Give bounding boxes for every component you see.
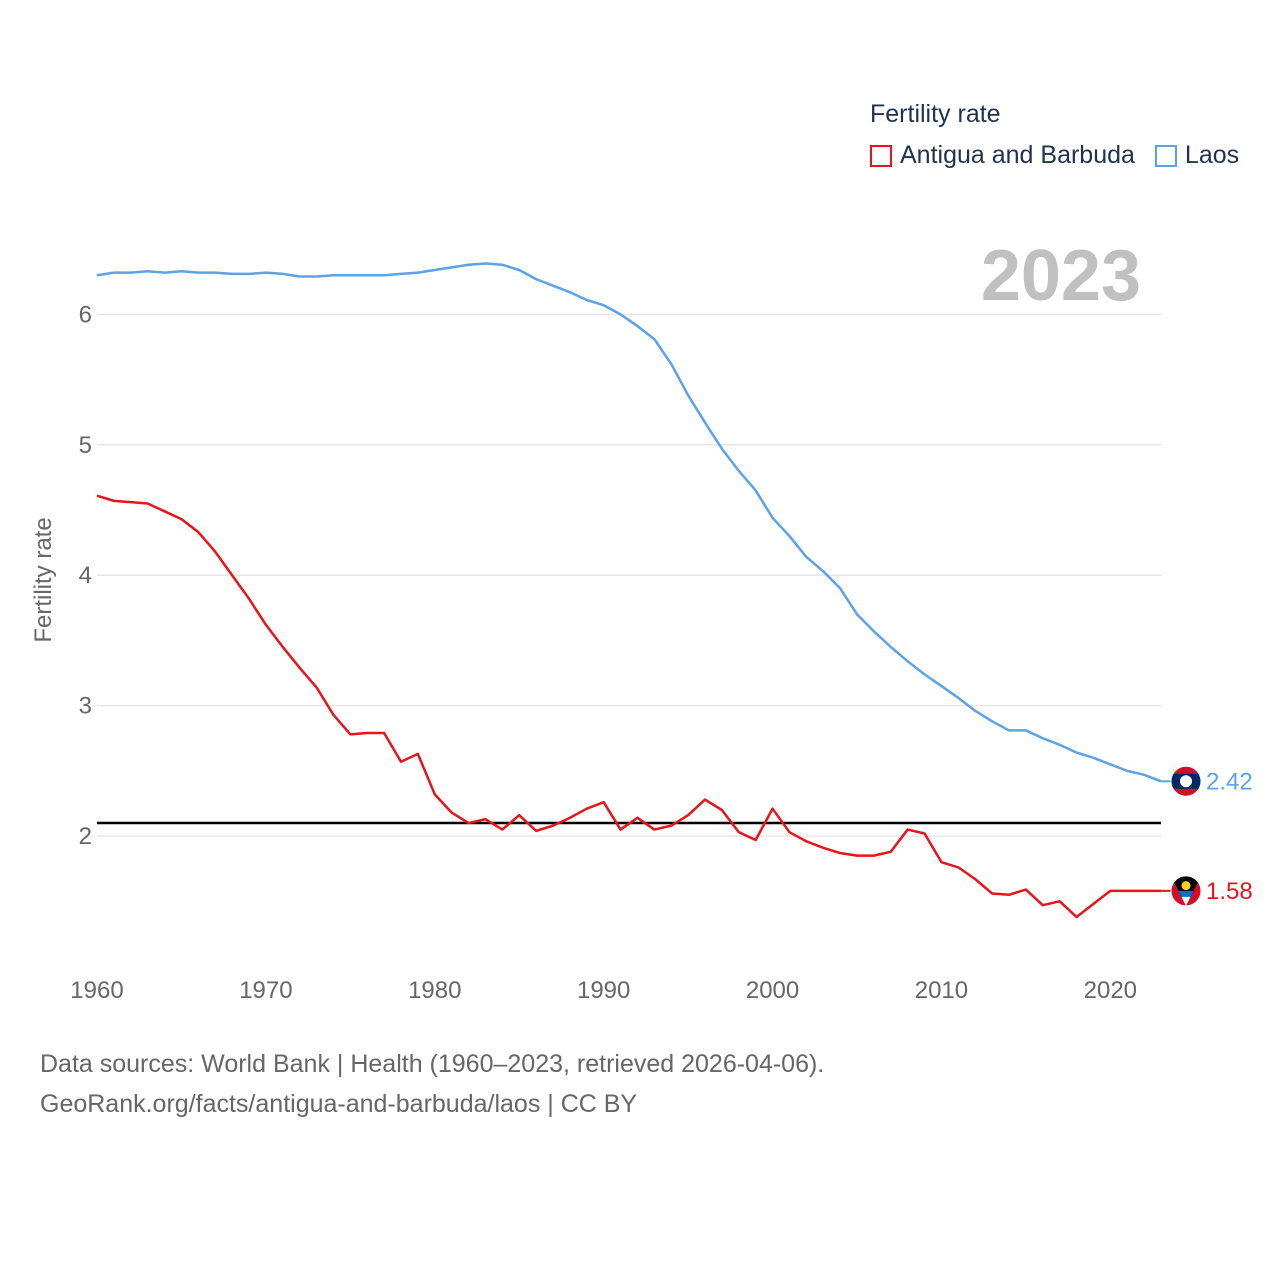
legend-item-laos[interactable]: Laos (1154, 141, 1240, 170)
end-markers: 1.58 2.42 (1161, 765, 1253, 907)
gridlines (97, 313, 1161, 837)
legend: Fertility rate Antigua and Barbuda Laos (870, 100, 1259, 170)
x-tick-label: 1960 (70, 977, 123, 1004)
legend-swatch-antigua-and-barbuda (870, 144, 892, 167)
series-line-antigua-and-barbuda (96, 494, 1161, 919)
footer: Data sources: World Bank | Health (1960–… (40, 1044, 824, 1124)
x-tick-label: 1980 (408, 977, 461, 1004)
x-tick-label: 2000 (746, 977, 799, 1004)
legend-item-antigua-and-barbuda[interactable]: Antigua and Barbuda (870, 141, 1135, 170)
x-tick-label: 2020 (1084, 977, 1137, 1004)
legend-label-laos: Laos (1184, 141, 1240, 169)
y-tick-label: 2 (79, 823, 92, 850)
y-tick-label: 5 (79, 432, 92, 459)
end-value-label: 1.58 (1206, 878, 1253, 905)
x-tick-label: 1970 (239, 977, 292, 1004)
footer-attribution: GeoRank.org/facts/antigua-and-barbuda/la… (40, 1090, 638, 1118)
y-tick-label: 6 (79, 301, 92, 328)
x-tick-label: 1990 (577, 977, 630, 1004)
legend-swatch-laos (1154, 144, 1177, 167)
y-tick-label: 4 (79, 562, 92, 589)
antigua-and-barbuda-flag-icon (1170, 875, 1202, 907)
y-axis-ticks: 2 3 4 5 6 (79, 301, 92, 850)
laos-flag-icon (1170, 765, 1202, 797)
footer-sources: Data sources: World Bank | Health (1960–… (40, 1050, 825, 1078)
x-axis-ticks: 1960 1970 1980 1990 2000 2010 2020 (70, 977, 1137, 1004)
series-line-laos (96, 262, 1162, 783)
series-lines (96, 262, 1162, 919)
y-axis-title: Fertility rate (30, 517, 57, 642)
x-tick-label: 2010 (915, 977, 968, 1004)
end-value-label: 2.42 (1206, 768, 1253, 795)
y-tick-label: 3 (79, 693, 92, 720)
current-year-label: 2023 (981, 236, 1141, 316)
legend-title: Fertility rate (870, 100, 1001, 128)
legend-label-antigua-and-barbuda: Antigua and Barbuda (900, 141, 1135, 169)
